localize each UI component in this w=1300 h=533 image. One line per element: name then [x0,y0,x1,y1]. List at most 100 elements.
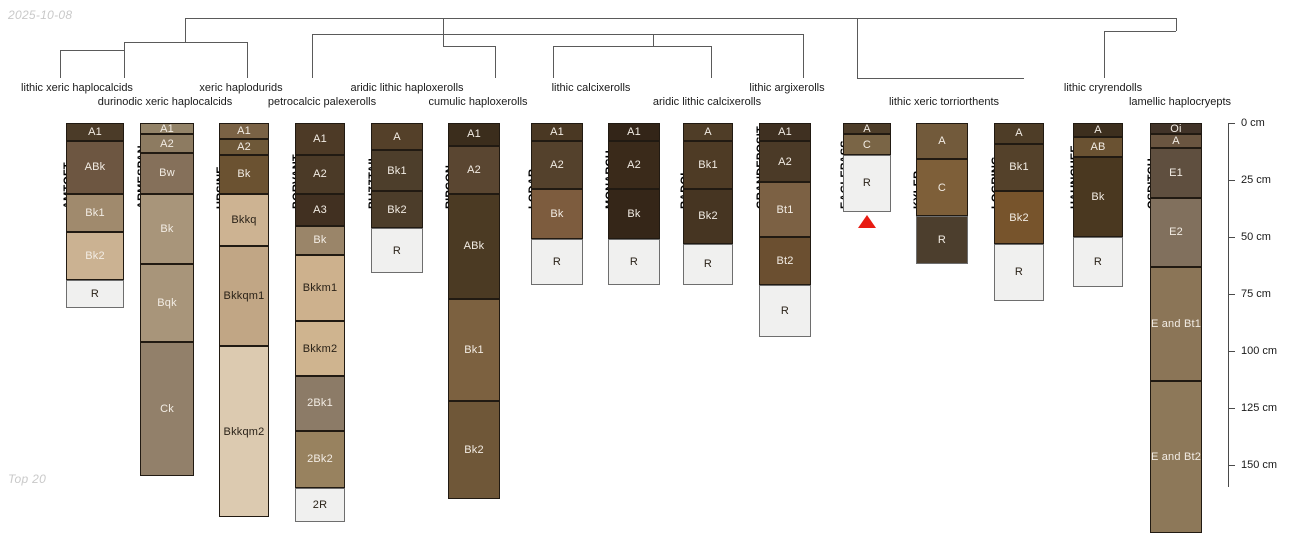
soil-horizon: Bk [219,154,269,194]
dendrogram-branch [443,18,444,34]
dendrogram-branch [653,34,654,46]
profile-column: A1 A2 Bw Bk Bqk Ck [140,123,194,477]
dendrogram-branch [803,34,804,78]
soil-horizon: Bk [1073,157,1123,237]
soil-horizon: A1 [66,123,124,142]
profile-column: A Bk1 Bk2 R [683,123,733,285]
depth-tick-label: 0 cm [1241,117,1265,129]
soil-horizon: C [843,134,891,155]
soil-horizon: R [843,154,891,212]
profile-column: A1 A2 Bk Bkkq Bkkqm1 Bkkqm2 [219,123,269,518]
soil-horizon: A [1073,123,1123,137]
soil-profile[interactable]: URSINEA1A2BkBkkqBkkqm1Bkkqm2 [215,123,269,518]
soil-profile[interactable]: KYLERACR [912,123,968,265]
soil-horizon: A [371,123,423,151]
taxonomy-dendrogram: lithic xeric haplocalcids durinodic xeric… [0,0,1300,120]
depth-tick-label: 50 cm [1241,231,1271,243]
soil-horizon: E2 [1150,198,1202,267]
soil-horizon: Bkkm1 [295,255,345,322]
depth-axis: 0 cm 25 cm 50 cm 75 cm 100 cm 125 cm 150 cm [1228,117,1278,487]
soil-horizon: Bkkq [219,193,269,247]
soil-profile-sketches: AMTOFTA1ABkBk1Bk2RARMESPANA1A2BwBkBqkCk U… [62,123,1202,533]
soil-horizon: R [916,216,968,265]
dendrogram-branch [124,42,247,43]
top-n-note: Top 20 [8,472,47,486]
soil-profile[interactable]: AMTOFTA1ABkBk1Bk2R [62,123,124,308]
dendrogram-branch [185,18,1176,19]
profile-column: A Bk1 Bk2 R [994,123,1044,301]
soil-horizon: Bk1 [371,150,423,192]
soil-profile[interactable]: BORVANTA1A2A3BkBkkm1Bkkm22Bk12Bk22R [291,123,345,522]
dendrogram-branch [124,50,125,78]
soil-profile[interactable]: EAGLEPASSACR [839,123,891,228]
soil-horizon: 2Bk1 [295,376,345,431]
soil-horizon: Bk [531,189,583,240]
soil-horizon: Bk1 [66,193,124,233]
soil-horizon: A1 [759,123,811,142]
soil-horizon: Bk2 [994,191,1044,244]
soil-horizon: A1 [219,123,269,139]
soil-horizon: A1 [295,123,345,155]
soil-horizon: A2 [531,141,583,190]
soil-horizon: Bk2 [448,401,500,500]
soil-horizon: ABk [66,141,124,194]
dendrogram-branch [1104,31,1176,32]
soil-horizon: Bk1 [683,141,733,190]
dendrogram-branch [857,78,1024,79]
profile-marker-icon [858,214,876,228]
soil-horizon: A2 [295,154,345,194]
soil-horizon: Bk2 [66,232,124,281]
soil-horizon: E and Bt1 [1150,266,1202,381]
soil-horizon: AB [1073,136,1123,158]
soil-horizon: A1 [140,123,194,135]
soil-profile[interactable]: LODARA1A2BkR [527,123,583,285]
soil-profile[interactable]: MONARCHA1A2BkR [604,123,660,285]
dendrogram-leaf-label: durinodic xeric haplocalcids [97,96,233,108]
profile-column: A1 A2 ABk Bk1 Bk2 [448,123,500,500]
dendrogram-branch [857,18,858,78]
dendrogram-branch [312,34,313,78]
soil-profile[interactable]: RADOLABk1Bk2R [679,123,733,285]
profile-column: Oi A E1 E2 E and Bt1 E and Bt2 [1150,123,1202,533]
soil-profile[interactable]: RIPCONA1A2ABkBk1Bk2 [444,123,500,500]
soil-horizon: R [371,227,423,274]
soil-horizon: C [916,159,968,217]
soil-horizon: R [1073,237,1123,288]
soil-horizon: ABk [448,193,500,299]
depth-tick-label: 125 cm [1241,402,1278,414]
soil-horizon: Bk1 [448,298,500,402]
soil-profile[interactable]: ARMESPANA1A2BwBkBqkCk [136,123,194,477]
depth-tick-label: 100 cm [1241,345,1278,357]
depth-axis-line [1228,123,1229,487]
soil-profile[interactable]: HAUNCHEEAABBkR [1069,123,1123,288]
depth-tick-label: 75 cm [1241,288,1271,300]
date-stamp: 2025-10-08 [8,8,73,22]
soil-horizon: Ck [140,341,194,477]
profile-column: A1 A2 Bk R [608,123,660,285]
soil-horizon: A [994,123,1044,144]
depth-tick [1228,180,1235,181]
profile-column: A1 A2 A3 Bk Bkkm1 Bkkm2 2Bk1 2Bk2 2R [295,123,345,522]
soil-profile[interactable]: BUZZTAILABk1Bk2R [367,123,423,274]
soil-horizon: R [994,243,1044,301]
depth-tick-label: 25 cm [1241,174,1271,186]
soil-horizon: R [683,243,733,285]
soil-profile[interactable]: LOGRINGABk1Bk2R [990,123,1044,301]
dendrogram-leaf-label: lithic argixerolls [749,82,825,94]
soil-horizon: Bt2 [759,237,811,285]
soil-horizon: R [66,280,124,308]
soil-horizon: A [843,123,891,135]
dendrogram-leaf-label: lithic xeric torriorthents [888,96,1000,108]
depth-tick [1228,408,1235,409]
depth-tick [1228,294,1235,295]
dendrogram-leaf-label: aridic lithic haploxerolls [350,82,464,94]
dendrogram-branch [495,46,496,78]
soil-profile[interactable]: GRANDEPOSITA1A2Bt1Bt2R [755,123,811,338]
soil-horizon: Bk [608,189,660,240]
soil-horizon: R [759,284,811,338]
soil-horizon: E1 [1150,148,1202,199]
dendrogram-branch [443,46,495,47]
